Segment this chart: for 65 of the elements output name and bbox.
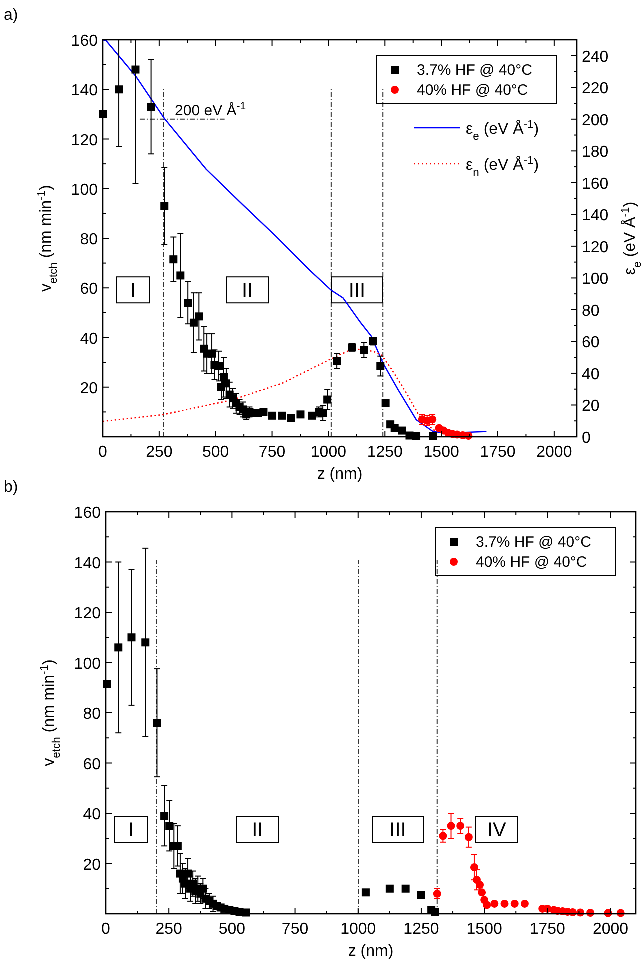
x-axis-title: z (nm) <box>317 466 363 483</box>
legend-label: ε$_{e}$ (eV Å$^{-1}$) <box>466 119 540 143</box>
x-tick-label: 2000 <box>592 921 629 938</box>
y2-tick-label: 0 <box>582 430 591 447</box>
y-tick-label: 140 <box>74 555 102 572</box>
y-tick-label: 60 <box>83 756 102 774</box>
x-tick-label: 1000 <box>340 921 376 938</box>
legend-label: 3.7% HF @ 40°C <box>476 534 592 551</box>
y2-tick-label: 60 <box>582 334 600 352</box>
legend-label: 40% HF @ 40°C <box>476 554 588 571</box>
x-tick-label: 1000 <box>310 444 347 461</box>
annotation: II <box>242 280 254 302</box>
x-tick-label: 0 <box>102 921 111 938</box>
y-tick-label: 20 <box>83 856 102 874</box>
x-tick-label: 750 <box>258 444 286 461</box>
y-tick-label: 160 <box>74 505 102 522</box>
annotation: II <box>252 820 264 842</box>
y-tick-label: 120 <box>74 606 102 622</box>
legend-label: 40% HF @ 40°C <box>417 82 528 99</box>
y-tick-label: 100 <box>74 656 102 673</box>
y-tick-label: 120 <box>71 132 98 150</box>
y-tick-label: 80 <box>80 232 98 248</box>
y2-tick-label: 180 <box>582 144 609 162</box>
annotation: IV <box>488 820 508 842</box>
legend-label: 3.7% HF @ 40°C <box>417 62 533 79</box>
y2-tick-label: 80 <box>582 302 600 320</box>
x-tick-label: 1750 <box>480 444 516 461</box>
y-tick-label: 40 <box>80 330 98 348</box>
x-tick-label: 2000 <box>536 444 572 461</box>
y-tick-label: 40 <box>83 806 102 824</box>
y-tick-label: 20 <box>80 380 98 398</box>
legend-label: ε$_{n}$ (eV Å$^{-1}$) <box>466 155 540 179</box>
x-tick-label: 250 <box>146 444 173 461</box>
ref-line-label: 200 eV Å$^{-1}$ <box>175 100 246 120</box>
chart-title: b) <box>4 479 18 496</box>
x-tick-label: 500 <box>218 921 246 938</box>
x-tick-label: 500 <box>202 444 230 461</box>
annotation: III <box>390 820 406 842</box>
x-tick-label: 0 <box>98 444 108 461</box>
x-tick-label: 250 <box>156 921 183 938</box>
y2-tick-label: 240 <box>582 48 609 66</box>
y-tick-label: 80 <box>83 706 102 723</box>
y2-tick-label: 160 <box>582 176 609 193</box>
x-tick-label: 1250 <box>367 444 404 461</box>
annotation: III <box>348 280 366 302</box>
x-tick-label: 750 <box>282 921 309 938</box>
y-tick-label: 140 <box>71 82 98 100</box>
x-tick-label: 1250 <box>404 921 440 938</box>
y2-tick-label: 220 <box>582 80 609 98</box>
y2-tick-label: 200 <box>582 112 609 130</box>
x-tick-label: 1750 <box>530 921 566 938</box>
y2-tick-label: 120 <box>582 239 609 256</box>
x-tick-label: 1500 <box>424 444 460 461</box>
y2-tick-label: 20 <box>582 398 600 416</box>
x-axis-title: z (nm) <box>348 943 394 960</box>
y2-tick-label: 100 <box>582 271 609 288</box>
y2-tick-label: 40 <box>582 366 600 384</box>
y-tick-label: 60 <box>80 281 98 298</box>
annotation: I <box>130 280 136 302</box>
annotation: I <box>128 820 134 842</box>
chart-title: a) <box>4 7 18 24</box>
y2-tick-label: 140 <box>582 208 609 225</box>
x-tick-label: 1500 <box>466 921 502 938</box>
y-tick-label: 160 <box>71 33 98 50</box>
y-tick-label: 100 <box>71 182 98 199</box>
